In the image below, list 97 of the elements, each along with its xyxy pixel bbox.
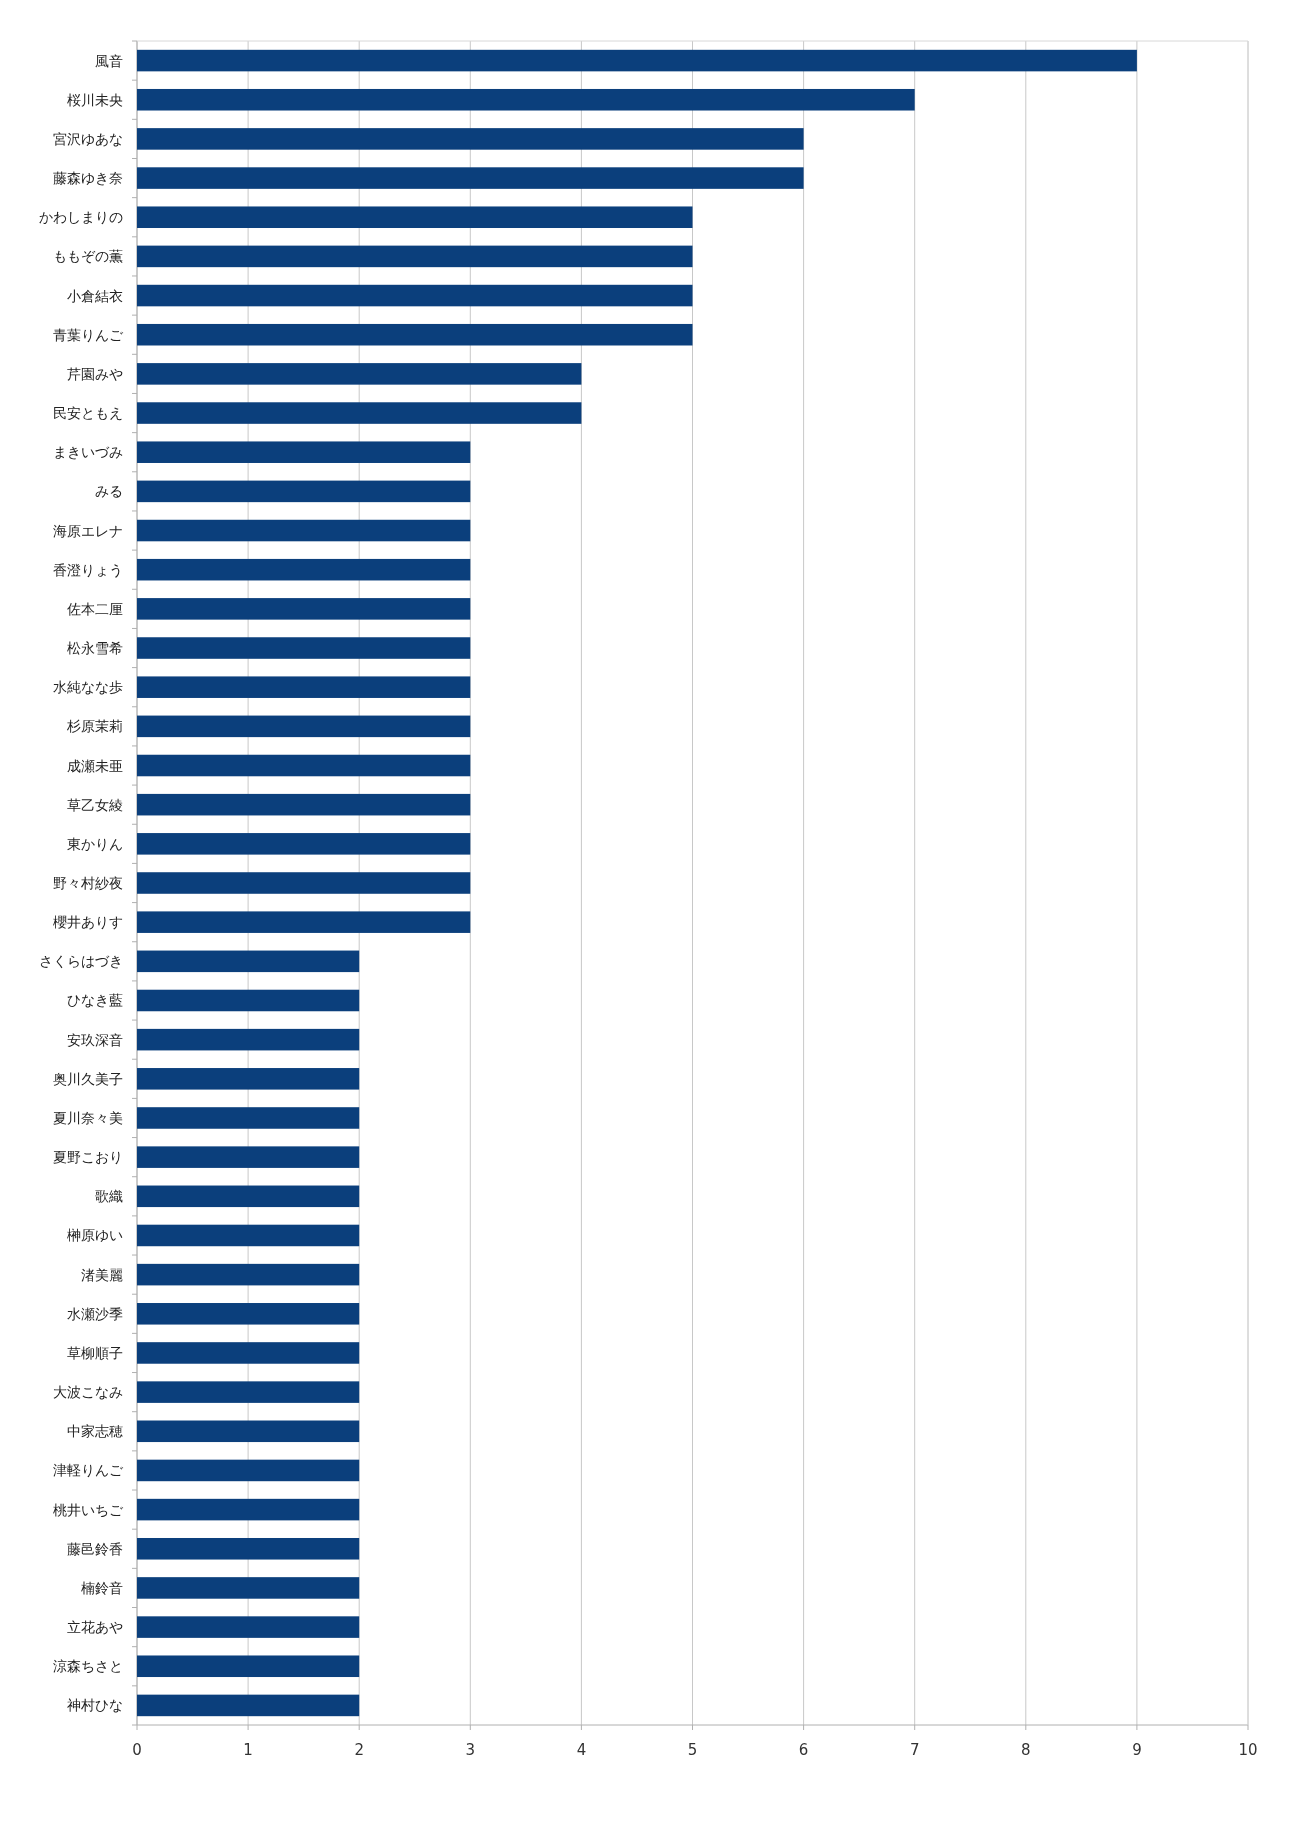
bar (137, 245, 693, 268)
bar (137, 441, 471, 463)
bar (137, 872, 471, 894)
y-tick-label: 夏川奈々美 (53, 1109, 123, 1126)
x-tick-label: 10 (1238, 1741, 1258, 1759)
x-tick-label: 2 (354, 1741, 364, 1759)
bar (137, 1028, 360, 1051)
y-tick-label: 風音 (95, 52, 123, 69)
x-tick-label: 1 (243, 1741, 253, 1759)
bar (137, 793, 471, 816)
bar (137, 480, 471, 503)
y-tick-label: 櫻井ありす (53, 914, 123, 931)
y-tick-label: 海原エレナ (53, 522, 123, 539)
y-tick-label: 渚美麗 (81, 1266, 123, 1283)
bar (137, 128, 804, 150)
y-tick-label: 安玖深音 (67, 1031, 123, 1048)
y-tick-label: 香澄りょう (53, 561, 123, 578)
y-tick-label: 歌織 (95, 1188, 123, 1205)
y-tick-label: 杉原茉莉 (66, 718, 123, 735)
bar (137, 49, 1137, 72)
y-tick-label: みる (95, 483, 123, 500)
y-tick-label: さくらはづき (39, 953, 123, 970)
y-tick-label: 中家志穂 (67, 1423, 123, 1440)
y-tick-label: ひなき藍 (67, 992, 123, 1009)
x-tick-label: 8 (1021, 1741, 1031, 1759)
y-tick-label: 藤邑鈴香 (67, 1540, 123, 1557)
y-tick-label: 桜川未央 (67, 91, 123, 108)
x-tick-label: 6 (798, 1741, 809, 1759)
y-tick-label: 芹園みや (67, 365, 123, 382)
x-tick-label: 4 (576, 1741, 587, 1759)
y-tick-label: 小倉結衣 (67, 287, 123, 304)
y-tick-label: 成瀬未亜 (67, 757, 123, 774)
y-tick-label: 桃井いちご (53, 1501, 124, 1518)
bar (137, 1694, 360, 1717)
bar (137, 598, 471, 620)
y-tick-label: 楠鈴音 (81, 1579, 123, 1596)
bar (137, 1263, 360, 1286)
y-tick-label: 青葉りんご (53, 326, 124, 343)
bar (137, 833, 471, 855)
y-tick-label: 野々村紗夜 (53, 875, 123, 891)
bar (137, 1459, 360, 1482)
bar (137, 1146, 360, 1168)
bar (137, 715, 471, 738)
bar (137, 1185, 360, 1208)
bar (137, 1107, 360, 1129)
bar (137, 167, 804, 189)
y-tick-label: まきいづみ (53, 444, 123, 461)
bar (137, 950, 360, 973)
y-tick-label: 立花あや (67, 1619, 123, 1636)
bar (137, 402, 582, 424)
bar (137, 1303, 360, 1325)
bar (137, 676, 471, 698)
bar (137, 284, 693, 307)
y-tick-label: 東かりん (67, 835, 123, 852)
bar (137, 1342, 360, 1364)
y-tick-label: 夏野こおり (53, 1149, 123, 1166)
y-tick-label: 津軽りんご (53, 1462, 124, 1479)
bar (137, 1538, 360, 1560)
y-tick-label: 涼森ちさと (53, 1658, 123, 1675)
bar (137, 323, 693, 346)
y-tick-label: 宮沢ゆあな (53, 130, 123, 147)
y-tick-label: かわしまりの (39, 209, 123, 226)
bar (137, 519, 471, 542)
y-tick-label: 民安ともえ (53, 405, 123, 422)
bar (137, 363, 582, 385)
bar (137, 206, 693, 228)
bar (137, 558, 471, 581)
bar (137, 1420, 360, 1443)
bar (137, 1616, 360, 1638)
bar (137, 637, 471, 659)
y-tick-label: 松永雪希 (67, 640, 123, 657)
bar (137, 754, 471, 777)
bar (137, 1068, 360, 1090)
bar (137, 88, 915, 111)
bar (137, 1655, 360, 1678)
y-tick-label: 大波こなみ (53, 1384, 123, 1401)
bar (137, 1498, 360, 1521)
x-tick-label: 7 (909, 1741, 920, 1759)
y-tick-label: ももぞの薫 (53, 248, 123, 265)
x-tick-label: 9 (1132, 1741, 1142, 1759)
y-tick-label: 草乙女綾 (67, 796, 123, 813)
bar (137, 1577, 360, 1599)
bar (137, 911, 471, 933)
y-tick-label: 水純なな歩 (53, 679, 123, 696)
y-tick-label: 水瀬沙季 (67, 1305, 123, 1322)
y-tick-label: 榊原ゆい (67, 1227, 123, 1244)
y-tick-label: 奥川久美子 (53, 1070, 123, 1087)
bar (137, 1224, 360, 1247)
y-tick-label: 佐本二厘 (67, 600, 123, 617)
x-tick-label: 0 (132, 1741, 142, 1759)
x-tick-label: 3 (465, 1741, 476, 1759)
bar (137, 1381, 360, 1403)
y-tick-label: 神村ひな (67, 1697, 123, 1714)
x-tick-label: 5 (687, 1741, 698, 1759)
bar (137, 989, 360, 1012)
y-tick-label: 藤森ゆき奈 (53, 170, 123, 187)
y-tick-label: 草柳順子 (67, 1344, 123, 1361)
